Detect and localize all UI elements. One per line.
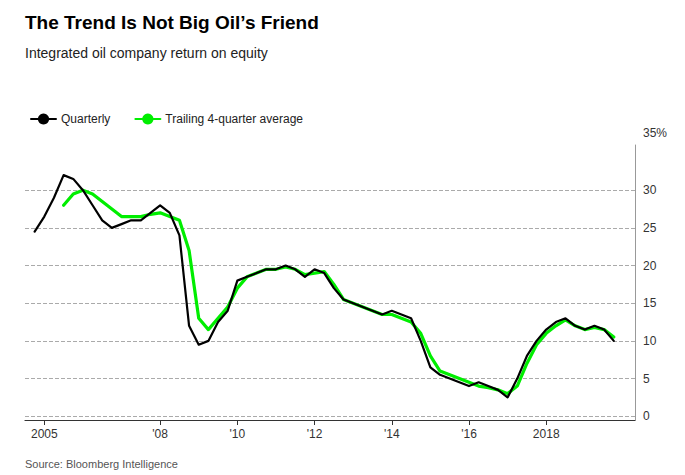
svg-text:25: 25 [643,221,657,235]
svg-text:30: 30 [643,183,657,197]
svg-text:10: 10 [643,334,657,348]
svg-text:'10: '10 [230,427,246,441]
svg-text:20: 20 [643,259,657,273]
svg-text:Trailing 4-quarter average: Trailing 4-quarter average [165,112,303,126]
svg-text:35%: 35% [643,126,667,140]
svg-text:'12: '12 [307,427,323,441]
svg-text:Integrated oil company return: Integrated oil company return on equity [25,45,268,61]
svg-text:15: 15 [643,296,657,310]
svg-text:The Trend Is Not Big Oil’s Fri: The Trend Is Not Big Oil’s Friend [25,12,319,33]
svg-text:2018: 2018 [533,427,560,441]
svg-text:2005: 2005 [31,427,58,441]
svg-text:5: 5 [643,372,650,386]
svg-text:'16: '16 [461,427,477,441]
svg-text:'14: '14 [384,427,400,441]
svg-text:0: 0 [643,409,650,423]
svg-text:Quarterly: Quarterly [61,112,110,126]
svg-text:Source: Bloomberg Intelligence: Source: Bloomberg Intelligence [25,458,178,470]
svg-text:'08: '08 [152,427,168,441]
